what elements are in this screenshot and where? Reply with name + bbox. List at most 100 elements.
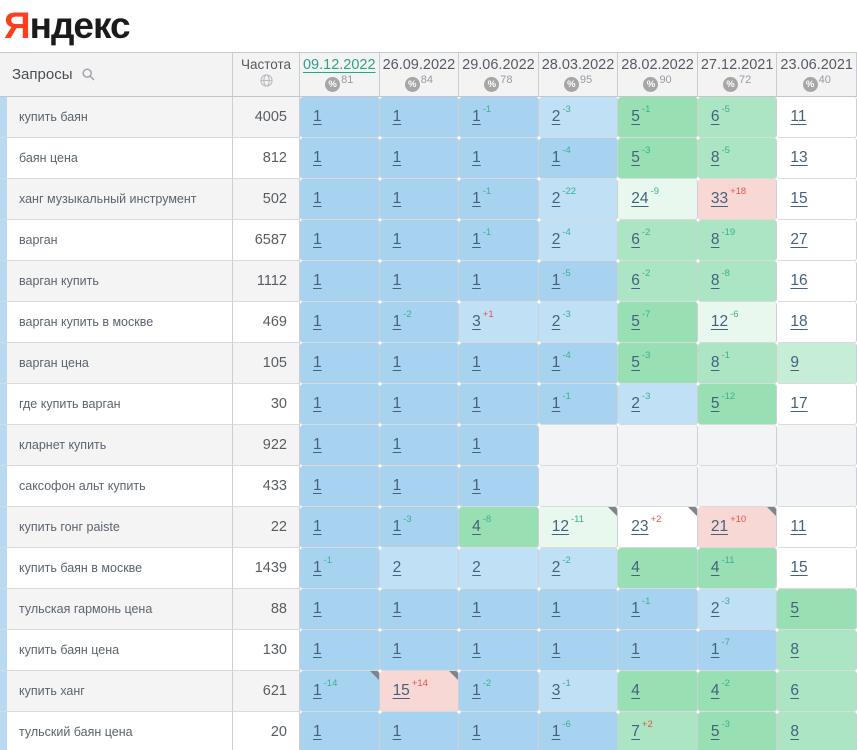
position-link[interactable]: 1 — [392, 477, 402, 494]
position-link[interactable]: 8 — [710, 272, 720, 289]
position-link[interactable]: 8 — [710, 149, 720, 166]
position-link[interactable]: 1 — [472, 149, 481, 166]
position-link[interactable]: 1 — [472, 600, 481, 617]
position-link[interactable]: 5 — [631, 354, 640, 371]
position-link[interactable]: 12 — [710, 313, 729, 330]
date-column-header[interactable]: 29.06.2022% 78 — [459, 53, 539, 96]
position-link[interactable]: 1 — [313, 682, 322, 699]
position-link[interactable]: 1 — [392, 641, 402, 658]
position-link[interactable]: 1 — [313, 395, 322, 412]
position-link[interactable]: 4 — [631, 559, 640, 576]
position-link[interactable]: 2 — [551, 313, 561, 330]
position-link[interactable]: 18 — [790, 313, 808, 330]
position-link[interactable]: 1 — [313, 436, 322, 453]
position-link[interactable]: 17 — [790, 395, 808, 412]
position-link[interactable]: 2 — [392, 559, 402, 576]
position-link[interactable]: 1 — [710, 641, 720, 658]
position-link[interactable]: 21 — [710, 518, 729, 535]
position-link[interactable]: 1 — [392, 272, 402, 289]
position-link[interactable]: 1 — [313, 600, 322, 617]
position-link[interactable]: 1 — [313, 354, 322, 371]
position-link[interactable]: 8 — [710, 231, 720, 248]
position-link[interactable]: 2 — [551, 190, 561, 207]
position-link[interactable]: 1 — [313, 559, 322, 576]
position-link[interactable]: 2 — [551, 108, 561, 125]
position-link[interactable]: 1 — [392, 149, 402, 166]
position-link[interactable]: 1 — [551, 395, 561, 412]
position-link[interactable]: 1 — [472, 354, 481, 371]
position-link[interactable]: 1 — [392, 231, 402, 248]
position-link[interactable]: 2 — [710, 600, 720, 617]
position-link[interactable]: 1 — [472, 641, 481, 658]
position-link[interactable]: 4 — [631, 682, 640, 699]
position-link[interactable]: 1 — [472, 682, 481, 699]
position-link[interactable]: 1 — [472, 190, 481, 207]
position-link[interactable]: 4 — [472, 518, 481, 535]
position-link[interactable]: 6 — [631, 231, 640, 248]
position-link[interactable]: 16 — [790, 272, 808, 289]
position-link[interactable]: 1 — [313, 313, 322, 330]
position-link[interactable]: 1 — [551, 272, 561, 289]
date-column-header[interactable]: 28.02.2022% 90 — [618, 53, 698, 96]
position-link[interactable]: 3 — [472, 313, 481, 330]
position-link[interactable]: 33 — [710, 190, 729, 207]
position-link[interactable]: 12 — [551, 518, 569, 535]
position-link[interactable]: 1 — [313, 641, 322, 658]
position-link[interactable]: 1 — [472, 723, 481, 740]
position-link[interactable]: 5 — [631, 313, 640, 330]
position-link[interactable]: 1 — [551, 149, 561, 166]
position-link[interactable]: 1 — [313, 108, 322, 125]
position-link[interactable]: 1 — [472, 108, 481, 125]
position-link[interactable]: 1 — [392, 518, 402, 535]
position-link[interactable]: 1 — [313, 477, 322, 494]
position-link[interactable]: 15 — [790, 559, 808, 576]
position-link[interactable]: 1 — [631, 641, 640, 658]
position-link[interactable]: 2 — [631, 395, 640, 412]
date-column-header[interactable]: 27.12.2021% 72 — [698, 53, 778, 96]
position-link[interactable]: 1 — [392, 395, 402, 412]
position-link[interactable]: 1 — [472, 436, 481, 453]
position-link[interactable]: 1 — [472, 395, 481, 412]
position-link[interactable]: 1 — [551, 600, 561, 617]
position-link[interactable]: 7 — [631, 723, 640, 740]
position-link[interactable]: 1 — [392, 600, 402, 617]
date-column-header[interactable]: 09.12.2022% 81 — [300, 53, 380, 96]
position-link[interactable]: 8 — [710, 354, 720, 371]
position-link[interactable]: 13 — [790, 149, 808, 166]
position-link[interactable]: 27 — [790, 231, 808, 248]
position-link[interactable]: 1 — [392, 108, 402, 125]
position-link[interactable]: 15 — [790, 190, 808, 207]
position-link[interactable]: 1 — [313, 190, 322, 207]
position-link[interactable]: 1 — [392, 354, 402, 371]
position-link[interactable]: 6 — [631, 272, 640, 289]
position-link[interactable]: 23 — [631, 518, 649, 535]
position-link[interactable]: 1 — [313, 723, 322, 740]
position-link[interactable]: 2 — [551, 231, 561, 248]
position-link[interactable]: 4 — [710, 682, 720, 699]
position-link[interactable]: 24 — [631, 190, 649, 207]
position-link[interactable]: 1 — [392, 723, 402, 740]
position-link[interactable]: 5 — [790, 600, 800, 617]
position-link[interactable]: 1 — [392, 190, 402, 207]
position-link[interactable]: 3 — [551, 682, 561, 699]
position-link[interactable]: 5 — [710, 723, 720, 740]
position-link[interactable]: 1 — [472, 477, 481, 494]
position-link[interactable]: 8 — [790, 641, 800, 658]
position-link[interactable]: 1 — [392, 313, 402, 330]
position-link[interactable]: 2 — [472, 559, 481, 576]
position-link[interactable]: 1 — [631, 600, 640, 617]
date-column-header[interactable]: 28.03.2022% 95 — [539, 53, 619, 96]
position-link[interactable]: 1 — [551, 354, 561, 371]
position-link[interactable]: 15 — [392, 682, 410, 699]
position-link[interactable]: 6 — [790, 682, 800, 699]
position-link[interactable]: 1 — [313, 272, 322, 289]
position-link[interactable]: 1 — [472, 231, 481, 248]
position-link[interactable]: 1 — [392, 436, 402, 453]
position-link[interactable]: 1 — [472, 272, 481, 289]
position-link[interactable]: 1 — [551, 723, 561, 740]
position-link[interactable]: 11 — [790, 108, 807, 125]
search-icon[interactable] — [81, 68, 95, 81]
position-link[interactable]: 1 — [313, 149, 322, 166]
date-column-header[interactable]: 23.06.2021% 40 — [777, 53, 857, 96]
date-column-header[interactable]: 26.09.2022% 84 — [380, 53, 460, 96]
